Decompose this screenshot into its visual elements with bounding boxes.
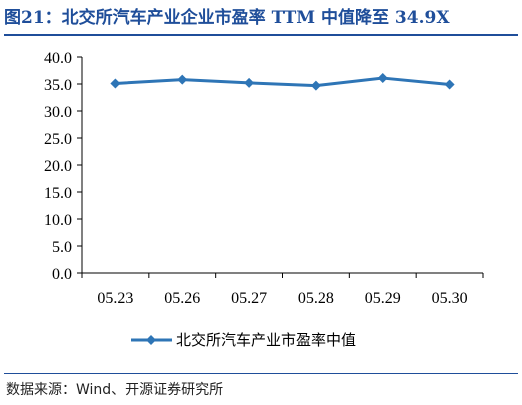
chart-title: 图21：北交所汽车产业企业市盈率 TTM 中值降至 34.9X bbox=[4, 8, 450, 28]
y-tick-label: 0.0 bbox=[52, 266, 72, 283]
y-tick-label: 5.0 bbox=[52, 239, 72, 256]
line-chart: 0.0 5.0 10.0 15.0 20.0 25.0 30.0 35.0 40.0 05.23 0… bbox=[44, 50, 484, 349]
y-tick-label: 10.0 bbox=[44, 212, 72, 229]
x-tick-label: 05.23 bbox=[97, 290, 133, 307]
x-tick-label: 05.30 bbox=[432, 290, 468, 307]
legend-label: 北交所汽车产业市盈率中值 bbox=[176, 331, 356, 349]
y-tick-label: 30.0 bbox=[44, 104, 72, 121]
y-tick-label: 15.0 bbox=[44, 185, 72, 202]
y-tick-label: 35.0 bbox=[44, 77, 72, 94]
data-point bbox=[110, 78, 121, 89]
y-tick-label: 20.0 bbox=[44, 158, 72, 175]
data-point bbox=[444, 79, 455, 90]
data-point bbox=[177, 74, 188, 85]
footer-divider bbox=[4, 373, 518, 374]
series-line bbox=[115, 76, 450, 88]
title-divider bbox=[4, 34, 518, 36]
source-note: 数据来源：Wind、开源证券研究所 bbox=[6, 382, 224, 398]
legend-marker bbox=[146, 335, 156, 345]
data-point bbox=[377, 73, 388, 84]
y-tick-label: 40.0 bbox=[44, 50, 72, 67]
x-tick-label: 05.28 bbox=[298, 290, 334, 307]
data-point bbox=[244, 77, 255, 88]
x-tick-label: 05.29 bbox=[365, 290, 401, 307]
x-tick-label: 05.27 bbox=[231, 290, 267, 307]
data-point bbox=[310, 80, 321, 91]
y-tick-label: 25.0 bbox=[44, 131, 72, 148]
x-tick-label: 05.26 bbox=[164, 290, 200, 307]
